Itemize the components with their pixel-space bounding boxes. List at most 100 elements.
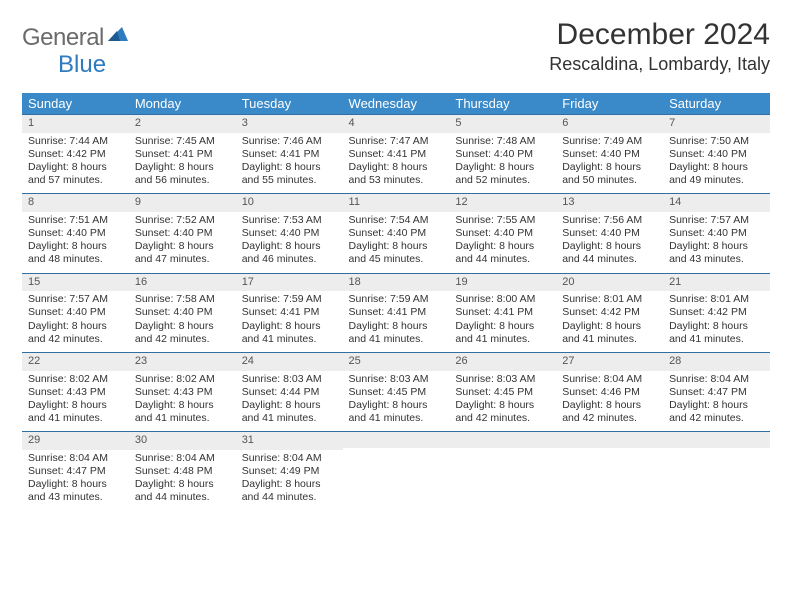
sunset-line: Sunset: 4:42 PM [669,306,764,319]
day-body: Sunrise: 7:59 AMSunset: 4:41 PMDaylight:… [236,291,343,352]
day-body: Sunrise: 7:49 AMSunset: 4:40 PMDaylight:… [556,133,663,194]
sunrise-line: Sunrise: 8:02 AM [28,373,123,386]
calendar-day-cell: 31Sunrise: 8:04 AMSunset: 4:49 PMDayligh… [236,431,343,510]
daylight-line: Daylight: 8 hours and 57 minutes. [28,161,123,187]
sunrise-line: Sunrise: 8:04 AM [242,452,337,465]
sunset-line: Sunset: 4:45 PM [455,386,550,399]
sunset-line: Sunset: 4:42 PM [562,306,657,319]
day-body: Sunrise: 8:00 AMSunset: 4:41 PMDaylight:… [449,291,556,352]
calendar-day-cell: 12Sunrise: 7:55 AMSunset: 4:40 PMDayligh… [449,193,556,272]
daylight-line: Daylight: 8 hours and 41 minutes. [349,320,444,346]
title-block: December 2024 Rescaldina, Lombardy, Ital… [549,18,770,75]
weekday-header: Tuesday [236,93,343,114]
weekday-header: Sunday [22,93,129,114]
calendar-week-row: 22Sunrise: 8:02 AMSunset: 4:43 PMDayligh… [22,352,770,431]
sunrise-line: Sunrise: 7:57 AM [28,293,123,306]
daylight-line: Daylight: 8 hours and 44 minutes. [455,240,550,266]
sunset-line: Sunset: 4:41 PM [349,148,444,161]
daylight-line: Daylight: 8 hours and 42 minutes. [669,399,764,425]
calendar-day-cell: 30Sunrise: 8:04 AMSunset: 4:48 PMDayligh… [129,431,236,510]
day-number: 17 [236,273,343,292]
day-body: Sunrise: 7:52 AMSunset: 4:40 PMDaylight:… [129,212,236,273]
location-line: Rescaldina, Lombardy, Italy [549,54,770,75]
daylight-line: Daylight: 8 hours and 45 minutes. [349,240,444,266]
day-body: Sunrise: 7:54 AMSunset: 4:40 PMDaylight:… [343,212,450,273]
calendar-day-cell: 6Sunrise: 7:49 AMSunset: 4:40 PMDaylight… [556,114,663,193]
calendar-day-cell: 22Sunrise: 8:02 AMSunset: 4:43 PMDayligh… [22,352,129,431]
day-number: 2 [129,114,236,133]
day-body: Sunrise: 7:56 AMSunset: 4:40 PMDaylight:… [556,212,663,273]
sunrise-line: Sunrise: 7:52 AM [135,214,230,227]
sunset-line: Sunset: 4:40 PM [455,227,550,240]
brand-logo: General [22,24,130,52]
calendar-day-cell: 25Sunrise: 8:03 AMSunset: 4:45 PMDayligh… [343,352,450,431]
calendar-day-cell [343,431,450,510]
daylight-line: Daylight: 8 hours and 43 minutes. [669,240,764,266]
sunrise-line: Sunrise: 8:02 AM [135,373,230,386]
sunset-line: Sunset: 4:40 PM [669,148,764,161]
day-body: Sunrise: 7:47 AMSunset: 4:41 PMDaylight:… [343,133,450,194]
sunrise-line: Sunrise: 7:57 AM [669,214,764,227]
calendar-table: SundayMondayTuesdayWednesdayThursdayFrid… [22,93,770,510]
sunset-line: Sunset: 4:41 PM [242,148,337,161]
day-body: Sunrise: 8:02 AMSunset: 4:43 PMDaylight:… [129,371,236,432]
daylight-line: Daylight: 8 hours and 46 minutes. [242,240,337,266]
day-number: 11 [343,193,450,212]
calendar-day-cell: 26Sunrise: 8:03 AMSunset: 4:45 PMDayligh… [449,352,556,431]
day-body: Sunrise: 8:03 AMSunset: 4:44 PMDaylight:… [236,371,343,432]
calendar-day-cell [449,431,556,510]
sunrise-line: Sunrise: 8:04 AM [135,452,230,465]
day-number: 8 [22,193,129,212]
day-number: 4 [343,114,450,133]
sunrise-line: Sunrise: 8:01 AM [669,293,764,306]
calendar-day-cell [556,431,663,510]
daylight-line: Daylight: 8 hours and 55 minutes. [242,161,337,187]
sunrise-line: Sunrise: 7:48 AM [455,135,550,148]
sunrise-line: Sunrise: 7:49 AM [562,135,657,148]
day-body: Sunrise: 7:48 AMSunset: 4:40 PMDaylight:… [449,133,556,194]
sunrise-line: Sunrise: 8:03 AM [349,373,444,386]
day-number: 26 [449,352,556,371]
sunrise-line: Sunrise: 7:56 AM [562,214,657,227]
day-body: Sunrise: 8:03 AMSunset: 4:45 PMDaylight:… [449,371,556,432]
sunrise-line: Sunrise: 7:44 AM [28,135,123,148]
empty-day-body [449,448,556,502]
sunset-line: Sunset: 4:43 PM [28,386,123,399]
day-body: Sunrise: 8:04 AMSunset: 4:47 PMDaylight:… [663,371,770,432]
sunset-line: Sunset: 4:44 PM [242,386,337,399]
calendar-day-cell: 7Sunrise: 7:50 AMSunset: 4:40 PMDaylight… [663,114,770,193]
day-body: Sunrise: 7:55 AMSunset: 4:40 PMDaylight:… [449,212,556,273]
calendar-body: 1Sunrise: 7:44 AMSunset: 4:42 PMDaylight… [22,114,770,510]
calendar-day-cell: 27Sunrise: 8:04 AMSunset: 4:46 PMDayligh… [556,352,663,431]
daylight-line: Daylight: 8 hours and 41 minutes. [242,320,337,346]
sunrise-line: Sunrise: 8:03 AM [242,373,337,386]
sunset-line: Sunset: 4:40 PM [669,227,764,240]
day-number: 21 [663,273,770,292]
calendar-day-cell: 20Sunrise: 8:01 AMSunset: 4:42 PMDayligh… [556,273,663,352]
daylight-line: Daylight: 8 hours and 42 minutes. [135,320,230,346]
daylight-line: Daylight: 8 hours and 44 minutes. [242,478,337,504]
calendar-day-cell: 16Sunrise: 7:58 AMSunset: 4:40 PMDayligh… [129,273,236,352]
sunrise-line: Sunrise: 7:53 AM [242,214,337,227]
sunrise-line: Sunrise: 7:46 AM [242,135,337,148]
daylight-line: Daylight: 8 hours and 41 minutes. [349,399,444,425]
calendar-day-cell: 5Sunrise: 7:48 AMSunset: 4:40 PMDaylight… [449,114,556,193]
day-number: 9 [129,193,236,212]
daylight-line: Daylight: 8 hours and 48 minutes. [28,240,123,266]
day-number: 30 [129,431,236,450]
day-number: 10 [236,193,343,212]
daylight-line: Daylight: 8 hours and 41 minutes. [135,399,230,425]
calendar-day-cell: 1Sunrise: 7:44 AMSunset: 4:42 PMDaylight… [22,114,129,193]
day-body: Sunrise: 7:45 AMSunset: 4:41 PMDaylight:… [129,133,236,194]
sunset-line: Sunset: 4:48 PM [135,465,230,478]
day-number: 14 [663,193,770,212]
day-number: 20 [556,273,663,292]
sunrise-line: Sunrise: 7:47 AM [349,135,444,148]
weekday-header: Saturday [663,93,770,114]
day-number: 6 [556,114,663,133]
sunrise-line: Sunrise: 8:04 AM [28,452,123,465]
day-body: Sunrise: 7:51 AMSunset: 4:40 PMDaylight:… [22,212,129,273]
sunset-line: Sunset: 4:40 PM [135,306,230,319]
day-body: Sunrise: 7:57 AMSunset: 4:40 PMDaylight:… [22,291,129,352]
empty-day-header [663,431,770,448]
